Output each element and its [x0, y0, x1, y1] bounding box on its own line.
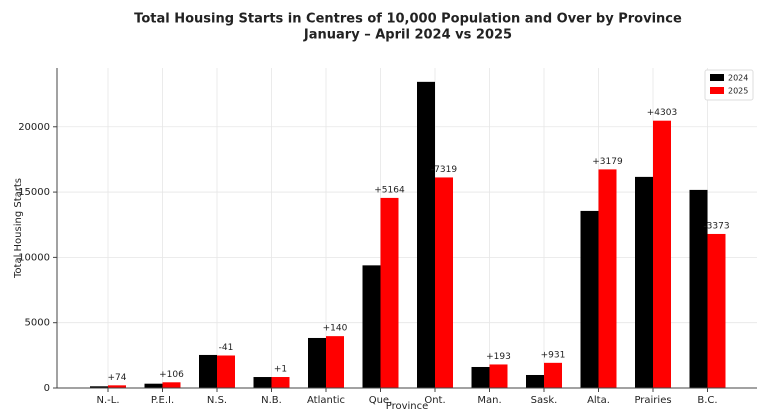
- bar: [199, 354, 217, 388]
- x-tick-label: B.C.: [697, 395, 717, 406]
- change-label: +931: [541, 350, 566, 360]
- bar: [653, 120, 671, 389]
- bar: [580, 210, 599, 388]
- bar: [707, 233, 726, 388]
- y-tick-label: 10000: [18, 252, 50, 263]
- change-label: +106: [159, 370, 184, 380]
- y-tick-label: 15000: [18, 187, 50, 198]
- legend-label: 2024: [728, 74, 748, 83]
- y-tick-label: 0: [44, 383, 50, 394]
- legend-swatch: [710, 87, 724, 94]
- change-label: -3373: [703, 221, 729, 231]
- change-label: +4303: [647, 108, 677, 118]
- change-label: -7319: [431, 165, 457, 175]
- bar: [598, 169, 617, 388]
- legend-swatch: [710, 74, 724, 81]
- x-tick-label: N.-L.: [96, 395, 119, 406]
- y-axis-label: Total Housing Starts: [13, 178, 24, 279]
- bar: [271, 377, 290, 388]
- bar: [108, 385, 126, 388]
- change-label: +74: [108, 373, 127, 383]
- x-tick-label: N.B.: [261, 395, 282, 406]
- bar: [144, 383, 163, 388]
- bar: [162, 382, 181, 388]
- x-tick-label: Man.: [477, 395, 501, 406]
- x-tick-label: N.S.: [207, 395, 227, 406]
- bar: [635, 176, 653, 388]
- x-tick-label: Atlantic: [307, 395, 345, 406]
- bar: [217, 355, 235, 388]
- x-axis-label: Province: [386, 401, 429, 412]
- bar: [489, 364, 508, 388]
- change-label: +1: [274, 365, 287, 375]
- bar: [308, 337, 326, 388]
- bar: [526, 374, 544, 388]
- bar: [380, 197, 399, 388]
- x-tick-label: Prairies: [634, 395, 671, 406]
- change-label: +3179: [592, 157, 623, 167]
- bar: [253, 377, 272, 388]
- x-tick-label: Sask.: [531, 395, 558, 406]
- x-tick-label: Ont.: [424, 395, 445, 406]
- x-tick-label: P.E.I.: [151, 395, 174, 406]
- chart-subtitle: January – April 2024 vs 2025: [303, 28, 512, 43]
- change-label: +193: [486, 352, 511, 362]
- change-label: +5164: [374, 185, 405, 195]
- change-label: -41: [219, 343, 234, 353]
- change-label: +140: [323, 324, 348, 334]
- legend-label: 2025: [728, 87, 748, 96]
- x-tick-label: Alta.: [587, 395, 610, 406]
- bar: [417, 81, 435, 388]
- bar: [689, 189, 708, 388]
- bar: [90, 386, 108, 388]
- y-tick-label: 5000: [25, 318, 50, 329]
- bar: [326, 336, 344, 388]
- y-tick-label: 20000: [18, 122, 50, 133]
- bar: [471, 366, 490, 388]
- bar: [362, 265, 381, 388]
- x-tick-label: Que.: [369, 395, 393, 406]
- bar: [435, 177, 453, 388]
- chart-title: Total Housing Starts in Centres of 10,00…: [134, 12, 682, 27]
- bar: [544, 362, 562, 388]
